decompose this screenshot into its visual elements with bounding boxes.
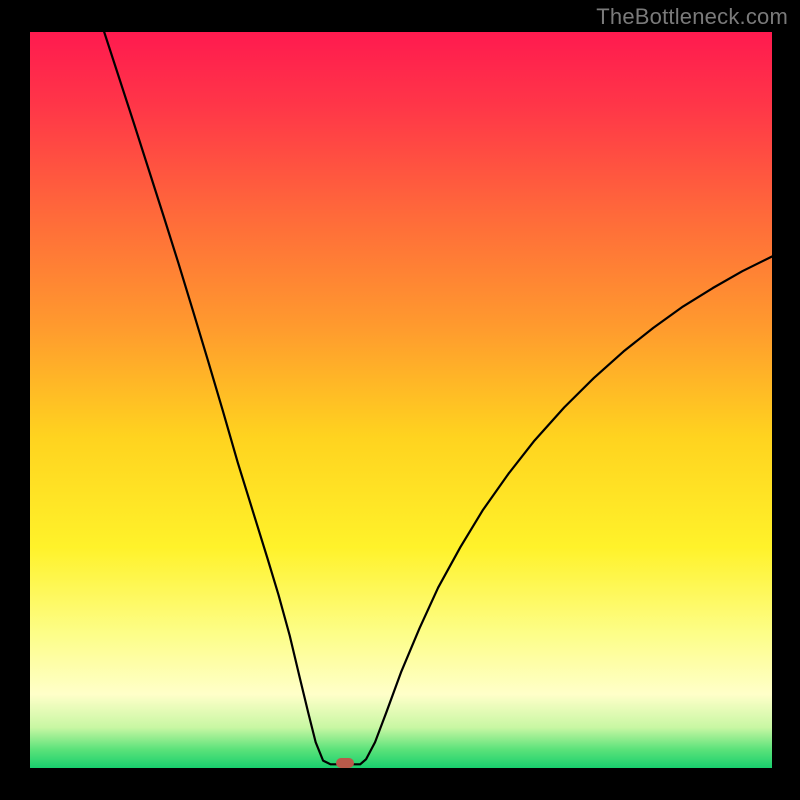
- optimum-marker: [336, 758, 354, 768]
- plot-area: [30, 32, 772, 768]
- curve-path: [104, 32, 772, 764]
- watermark-text: TheBottleneck.com: [596, 4, 788, 30]
- bottleneck-curve: [30, 32, 772, 768]
